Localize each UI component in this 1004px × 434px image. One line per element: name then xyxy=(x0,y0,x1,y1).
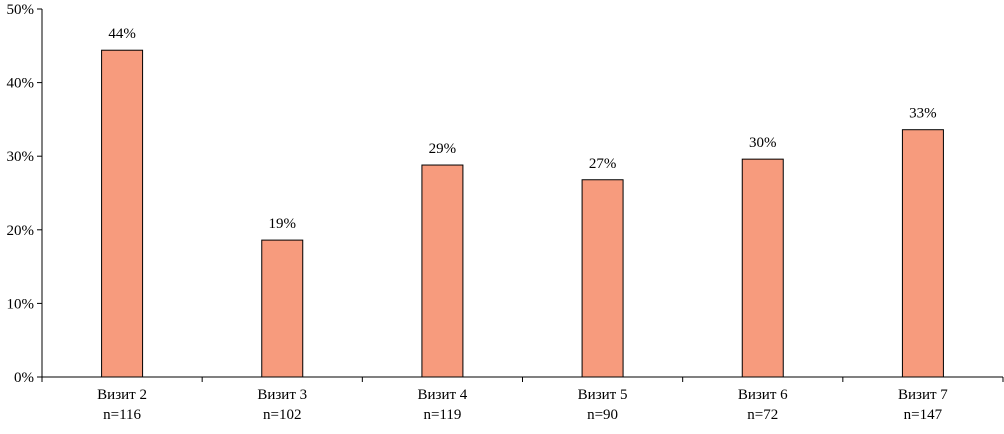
sample-size-label: n=116 xyxy=(103,407,141,423)
x-tick-label: Визит 7 xyxy=(898,387,948,403)
y-tick-label: 10% xyxy=(7,296,35,312)
bar xyxy=(101,49,144,378)
data-label: 30% xyxy=(749,135,777,151)
bar xyxy=(741,158,784,378)
x-tick-label: Визит 3 xyxy=(257,387,307,403)
sample-size-label: n=119 xyxy=(423,407,461,423)
sample-size-label: n=72 xyxy=(747,407,778,423)
x-tick-label: Визит 2 xyxy=(97,387,147,403)
bar xyxy=(581,179,624,378)
y-tick-label: 30% xyxy=(7,149,35,165)
x-tick-label: Визит 6 xyxy=(738,387,788,403)
y-tick-label: 40% xyxy=(7,76,35,92)
y-tick-label: 50% xyxy=(7,2,35,18)
data-label: 27% xyxy=(589,156,617,172)
bar xyxy=(901,129,944,378)
data-label: 19% xyxy=(269,216,297,232)
bar xyxy=(421,164,464,378)
labels-group: 44% Визит 2 n=116 19% Визит 3 n=102 29% Визит 4… xyxy=(97,26,948,423)
bars-group xyxy=(101,49,944,378)
x-tick-label: Визит 5 xyxy=(578,387,628,403)
data-label: 44% xyxy=(108,26,136,42)
sample-size-label: n=147 xyxy=(904,407,943,423)
y-tick-label: 20% xyxy=(7,223,35,239)
axes: 0% 10% 20% 30% 40% 50% xyxy=(7,2,1004,386)
sample-size-label: n=90 xyxy=(587,407,618,423)
data-label: 33% xyxy=(909,106,937,122)
bar xyxy=(261,239,304,378)
y-tick-label: 0% xyxy=(14,370,34,386)
data-label: 29% xyxy=(429,141,457,157)
sample-size-label: n=102 xyxy=(263,407,301,423)
x-tick-label: Визит 4 xyxy=(418,387,468,403)
